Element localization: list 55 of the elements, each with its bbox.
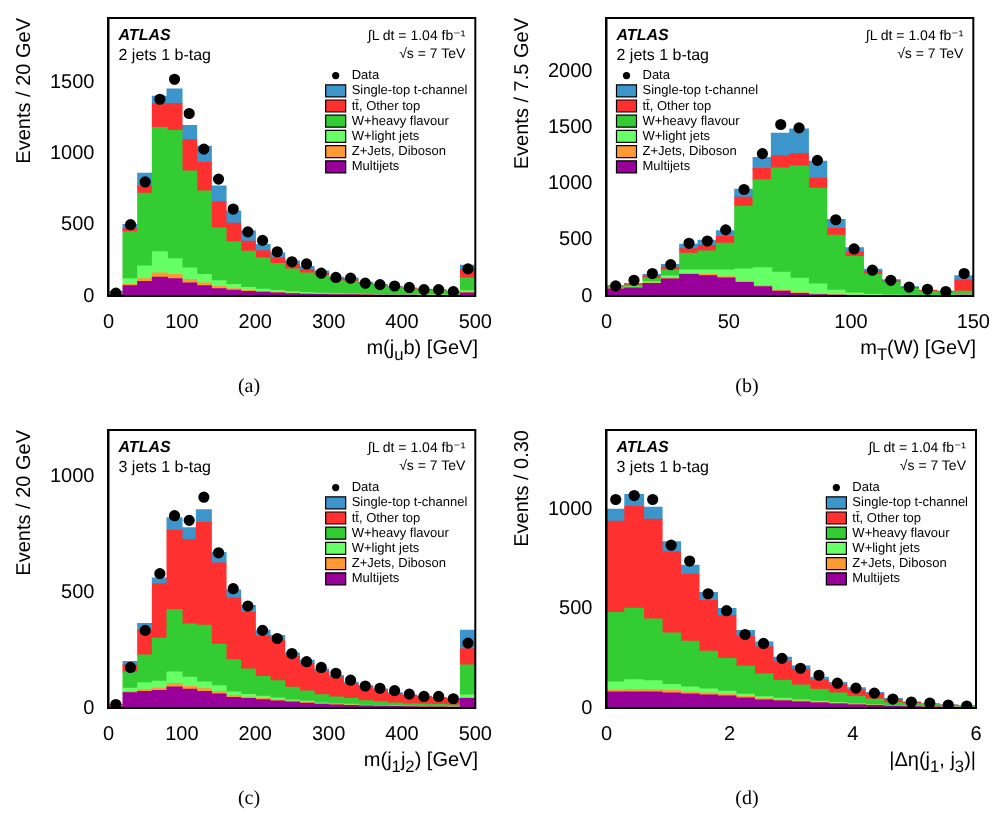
x-tick-label: 0 xyxy=(102,311,115,334)
x-tick-label: 6 xyxy=(970,723,983,746)
x-axis-title: |Δη(j$_{1}$, j$_{3}$)| xyxy=(889,750,976,778)
y-tick-label: 2000 xyxy=(547,61,594,84)
y-tick-label: 0 xyxy=(581,697,594,720)
x-tick-label: 100 xyxy=(165,311,200,334)
annotation: ATLAS xyxy=(614,26,670,44)
x-tick-label: 4 xyxy=(847,723,860,746)
x-tick-label: 500 xyxy=(458,311,493,334)
y-tick-label: 1000 xyxy=(547,498,594,521)
y-tick-label: 0 xyxy=(83,697,96,720)
annotation: 2 jets 1 b-tag xyxy=(118,46,211,64)
text: (d) xyxy=(733,788,761,810)
y-tick-label: 500 xyxy=(61,214,96,237)
x-tick-label: 50 xyxy=(717,311,741,334)
y-axis-title: Events / 20 GeV xyxy=(13,429,36,576)
x-tick-label: 100 xyxy=(165,723,200,746)
annotation: 3 jets 1 b-tag xyxy=(616,458,709,476)
x-tick-label: 300 xyxy=(311,311,347,334)
annotation: ATLAS xyxy=(614,438,670,456)
x-tick-label: 0 xyxy=(600,723,613,746)
y-tick-label: 500 xyxy=(61,581,96,604)
text: (b) xyxy=(733,376,761,398)
y-tick-label: 1500 xyxy=(547,117,594,140)
x-tick-label: 300 xyxy=(311,723,347,746)
y-tick-label: 500 xyxy=(559,598,594,621)
y-tick-label: 1000 xyxy=(547,173,594,196)
y-axis-title: Events / 20 GeV xyxy=(13,17,36,164)
x-axis-title: m(j$_{1}$j$_{2}$) [GeV] xyxy=(363,750,478,778)
x-tick-label: 200 xyxy=(238,311,273,334)
x-tick-label: 2 xyxy=(724,723,737,746)
x-tick-label: 0 xyxy=(102,723,115,746)
y-tick-label: 500 xyxy=(559,229,594,252)
y-axis-title: Events / 7.5 GeV xyxy=(511,17,534,170)
y-tick-label: 1500 xyxy=(49,71,96,94)
x-tick-label: 150 xyxy=(956,311,991,334)
y-tick-label: 1000 xyxy=(49,465,96,488)
y-tick-label: 0 xyxy=(83,285,96,308)
y-tick-label: 1000 xyxy=(49,142,96,165)
x-tick-label: 100 xyxy=(834,311,869,334)
annotation: 2 jets 1 b-tag xyxy=(616,46,709,64)
x-axis-title: m(j$_{u}$b) [GeV] xyxy=(366,338,478,366)
text: (c) xyxy=(235,788,263,810)
x-axis-title: m$_{T}$(W) [GeV] xyxy=(860,338,976,366)
x-tick-label: 200 xyxy=(238,723,273,746)
annotation: 3 jets 1 b-tag xyxy=(118,458,211,476)
annotation: ATLAS xyxy=(116,26,172,44)
text: (a) xyxy=(235,376,263,398)
x-tick-label: 500 xyxy=(458,723,493,746)
x-tick-label: 400 xyxy=(385,723,420,746)
x-tick-label: 0 xyxy=(600,311,613,334)
y-axis-title: Events / 0.30 xyxy=(511,429,534,547)
x-tick-label: 400 xyxy=(385,311,420,334)
y-tick-label: 0 xyxy=(581,285,594,308)
annotation: ATLAS xyxy=(116,438,172,456)
